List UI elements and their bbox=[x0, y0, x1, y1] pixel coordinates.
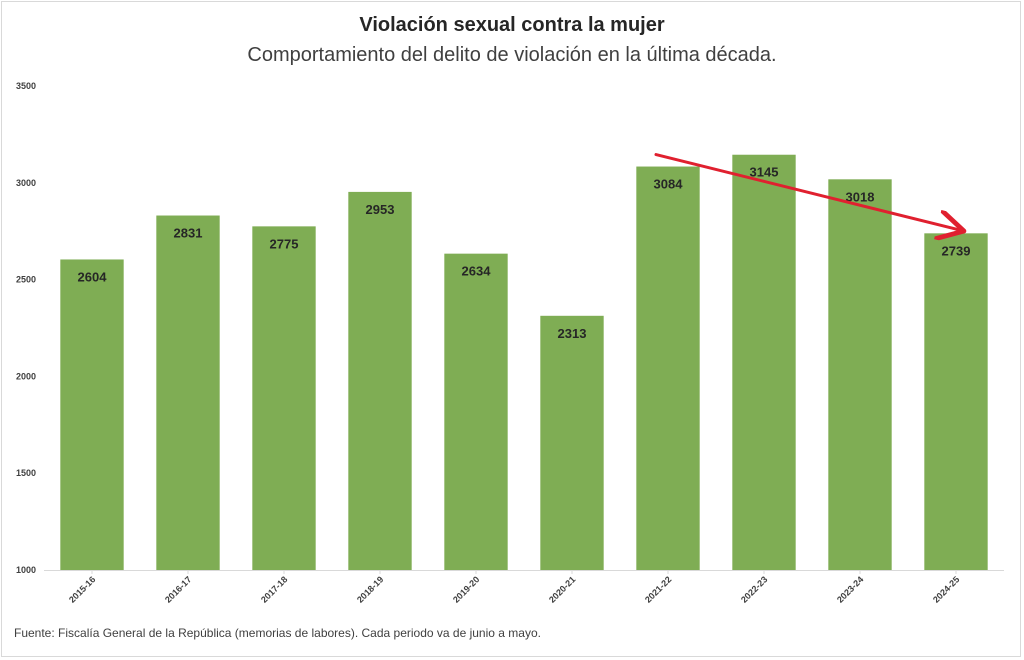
chart-subtitle: Comportamiento del delito de violación e… bbox=[247, 44, 777, 66]
y-tick-label: 2000 bbox=[16, 371, 36, 381]
x-tick-label: 2016-17 bbox=[163, 574, 193, 604]
source-note: Fuente: Fiscalía General de la República… bbox=[14, 626, 541, 640]
data-label: 2739 bbox=[942, 243, 971, 258]
y-tick-label: 3000 bbox=[16, 178, 36, 188]
y-tick-label: 1500 bbox=[16, 468, 36, 478]
y-axis: 1000 1500 2000 2500 3000 3500 bbox=[16, 81, 36, 575]
bar bbox=[636, 166, 700, 570]
bar bbox=[732, 154, 796, 570]
x-tick-label: 2021-22 bbox=[643, 574, 673, 604]
data-label: 2313 bbox=[558, 326, 587, 341]
x-tick-label: 2015-16 bbox=[67, 574, 97, 604]
x-tick-label: 2020-21 bbox=[547, 574, 577, 604]
trend-arrow bbox=[654, 153, 961, 231]
data-label: 2775 bbox=[270, 236, 299, 251]
data-label: 2953 bbox=[366, 202, 395, 217]
data-label: 2831 bbox=[174, 226, 203, 241]
y-tick-label: 2500 bbox=[16, 275, 36, 285]
chart-title: Violación sexual contra la mujer bbox=[359, 14, 665, 36]
bar bbox=[444, 253, 508, 570]
x-tick-label: 2022-23 bbox=[739, 574, 769, 604]
bar bbox=[60, 259, 124, 570]
data-label: 3145 bbox=[750, 165, 779, 180]
bar bbox=[828, 179, 892, 571]
x-tick-label: 2023-24 bbox=[835, 574, 865, 604]
data-label: 3018 bbox=[846, 189, 875, 204]
data-label: 2634 bbox=[462, 264, 492, 279]
bar bbox=[252, 226, 316, 571]
bar-series bbox=[60, 154, 988, 571]
data-label: 3084 bbox=[654, 177, 684, 192]
data-label: 2604 bbox=[78, 269, 108, 284]
bar bbox=[348, 191, 412, 570]
x-axis: 2015-16 2016-17 2017-18 2018-19 2019-20 2020-… bbox=[44, 570, 1004, 605]
bar bbox=[540, 315, 604, 570]
x-tick-label: 2024-25 bbox=[931, 574, 961, 604]
bar bbox=[924, 233, 988, 571]
x-tick-label: 2017-18 bbox=[259, 574, 289, 604]
annotations bbox=[654, 153, 961, 231]
x-tick-label: 2019-20 bbox=[451, 574, 481, 604]
y-tick-label: 1000 bbox=[16, 565, 36, 575]
x-tick-label: 2018-19 bbox=[355, 574, 385, 604]
bar bbox=[156, 215, 220, 570]
y-tick-label: 3500 bbox=[16, 81, 36, 91]
data-labels: 2604 2831 2775 2953 2634 2313 3084 3145 3018 2739 bbox=[78, 165, 971, 341]
